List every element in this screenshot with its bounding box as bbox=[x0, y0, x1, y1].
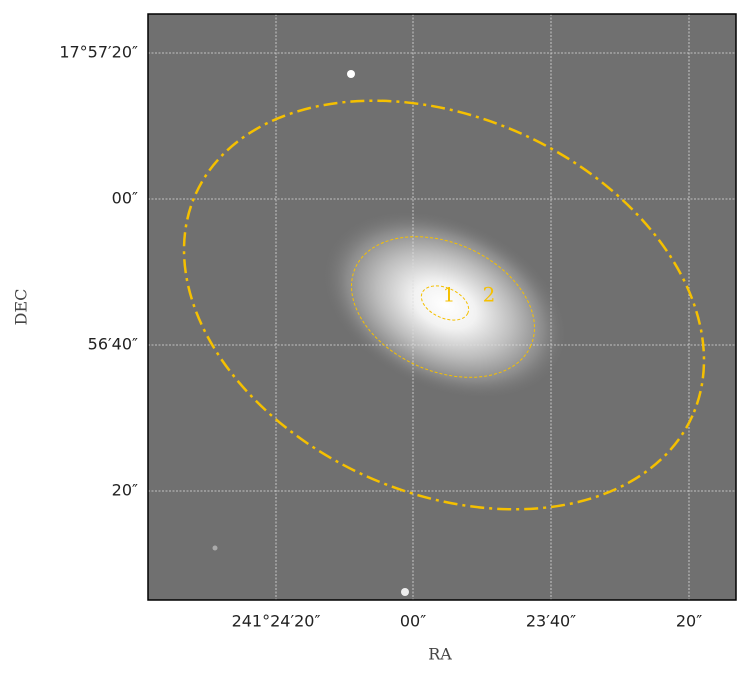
x-tick-label: 241°24′20″ bbox=[232, 612, 321, 631]
image bbox=[148, 14, 736, 600]
aperture-2 bbox=[351, 236, 535, 378]
y-axis-label: DEC bbox=[12, 289, 31, 326]
y-tick-label: 00″ bbox=[112, 189, 138, 208]
x-tick-label: 23′40″ bbox=[526, 612, 576, 631]
x-tick-label: 00″ bbox=[400, 612, 426, 631]
grid bbox=[148, 14, 736, 600]
aperture-1 bbox=[420, 285, 470, 321]
x-axis-label: RA bbox=[428, 645, 452, 664]
y-tick-label: 17°57′20″ bbox=[59, 43, 138, 62]
y-tick-label: 20″ bbox=[112, 481, 138, 500]
aperture-label: 2 bbox=[483, 283, 496, 307]
frame bbox=[147, 13, 737, 601]
aperture-label: 1 bbox=[443, 283, 456, 307]
y-tick-label: 56′40″ bbox=[88, 335, 138, 354]
x-tick-label: 20″ bbox=[676, 612, 702, 631]
